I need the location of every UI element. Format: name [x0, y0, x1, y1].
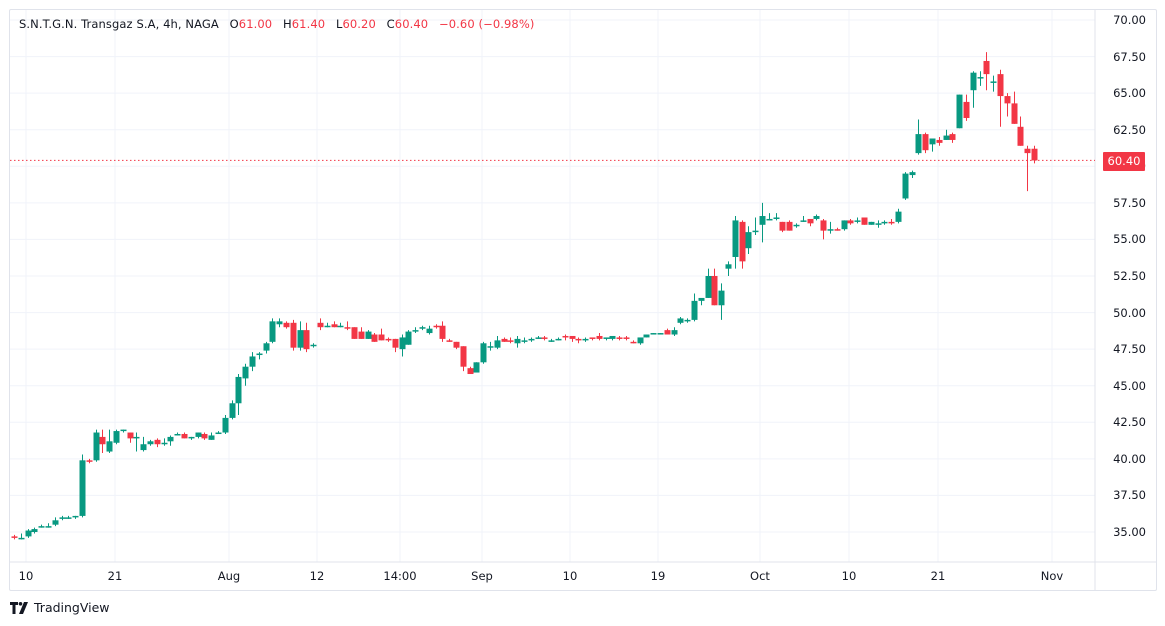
- price-axis-label: 45.00: [1113, 378, 1146, 393]
- time-axis-label: Sep: [471, 569, 493, 583]
- high-label: H: [282, 17, 292, 31]
- close-label: C: [386, 17, 395, 31]
- time-axis-label: 10: [18, 569, 34, 583]
- time-axis-label: Oct: [750, 569, 770, 583]
- chart-legend: S.N.T.G.N. Transgaz S.A, 4h, NAGA O61.00…: [19, 17, 535, 31]
- chart-frame: [9, 9, 1157, 591]
- time-axis-label: 12: [309, 569, 325, 583]
- exchange: NAGA: [185, 17, 219, 31]
- price-axis-label: 67.50: [1113, 49, 1146, 64]
- time-axis-label: 21: [107, 569, 123, 583]
- symbol-name[interactable]: S.N.T.G.N. Transgaz S.A: [19, 17, 156, 31]
- price-axis-label: 57.50: [1113, 195, 1146, 210]
- low-label: L: [335, 17, 343, 31]
- open-value: 61.00: [238, 17, 273, 31]
- last-price-tag: 60.40: [1103, 152, 1145, 171]
- price-axis-label: 62.50: [1113, 122, 1146, 137]
- time-axis-label: Aug: [217, 569, 241, 583]
- time-axis-label: Nov: [1040, 569, 1064, 583]
- price-axis-label: 47.50: [1113, 342, 1146, 357]
- time-axis-label: 14:00: [383, 569, 417, 583]
- low-value: 60.20: [342, 17, 376, 31]
- tradingview-logo-icon: [10, 601, 28, 614]
- time-axis-label: 19: [650, 569, 666, 583]
- price-axis-label: 50.00: [1113, 305, 1146, 320]
- high-value: 61.40: [291, 17, 326, 31]
- price-axis-label: 70.00: [1113, 13, 1146, 27]
- open-label: O: [229, 17, 239, 31]
- price-axis-label: 55.00: [1113, 232, 1146, 247]
- price-change: −0.60 (−0.98%): [439, 17, 535, 31]
- time-axis-label: 10: [562, 569, 578, 583]
- close-value: 60.40: [394, 17, 429, 31]
- tradingview-brand[interactable]: TradingView: [10, 600, 110, 615]
- price-axis-label: 65.00: [1113, 86, 1146, 101]
- time-axis-label: 21: [930, 569, 946, 583]
- price-axis-label: 40.00: [1113, 451, 1146, 466]
- price-axis-label: 37.50: [1113, 488, 1146, 503]
- time-axis-label: 10: [841, 569, 857, 583]
- price-axis-label: 35.00: [1113, 525, 1146, 539]
- price-axis-label: 52.50: [1113, 269, 1146, 283]
- price-axis-label: 42.50: [1113, 415, 1146, 430]
- interval: 4h: [163, 17, 178, 31]
- brand-name: TradingView: [34, 600, 110, 615]
